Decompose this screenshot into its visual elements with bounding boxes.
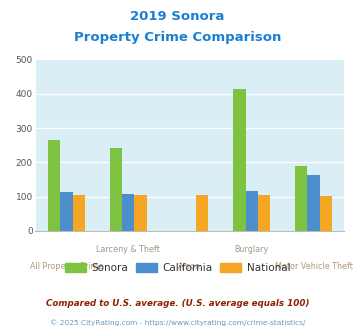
Bar [246,191,258,231]
Bar [233,88,246,231]
Text: Arson: Arson [179,262,201,271]
Bar [134,195,147,231]
Text: Burglary: Burglary [235,245,269,254]
Text: 2019 Sonora: 2019 Sonora [130,10,225,23]
Bar [320,196,332,231]
Bar [48,140,60,231]
Bar [60,192,72,231]
Text: Motor Vehicle Theft: Motor Vehicle Theft [274,262,353,271]
Text: Compared to U.S. average. (U.S. average equals 100): Compared to U.S. average. (U.S. average … [46,299,309,308]
Bar [122,194,134,231]
Text: Larceny & Theft: Larceny & Theft [96,245,160,254]
Bar [307,175,320,231]
Text: © 2025 CityRating.com - https://www.cityrating.com/crime-statistics/: © 2025 CityRating.com - https://www.city… [50,319,305,326]
Text: Property Crime Comparison: Property Crime Comparison [74,31,281,44]
Bar [295,166,307,231]
Legend: Sonora, California, National: Sonora, California, National [61,259,294,277]
Bar [72,195,85,231]
Text: All Property Crime: All Property Crime [29,262,103,271]
Bar [258,195,270,231]
Bar [110,148,122,231]
Bar [196,195,208,231]
